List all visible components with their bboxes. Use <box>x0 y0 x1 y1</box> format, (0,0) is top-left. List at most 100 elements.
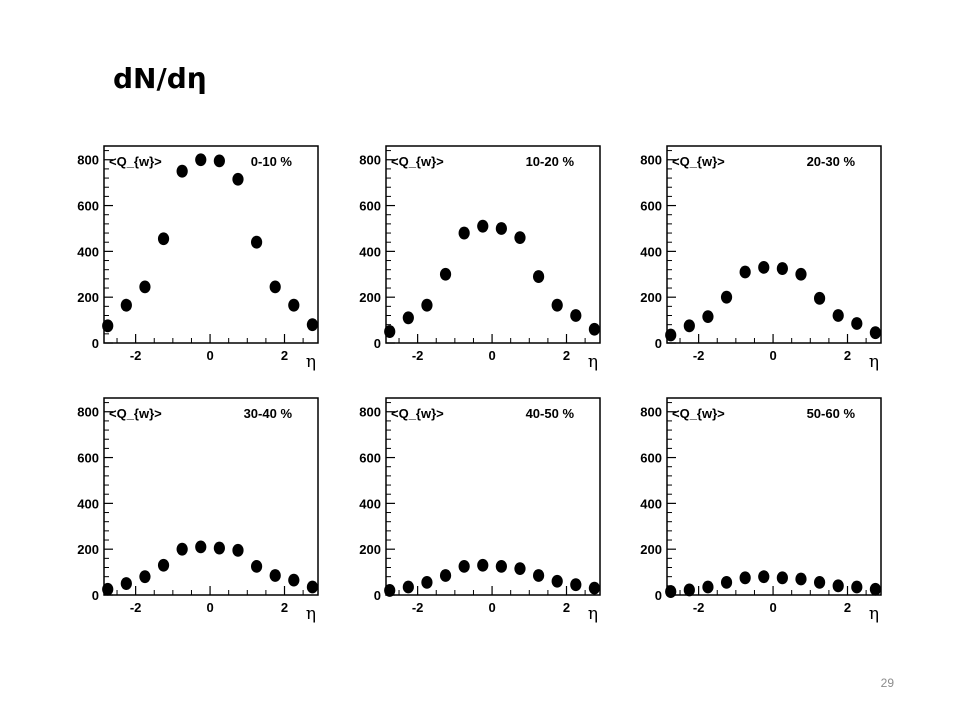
data-point <box>213 154 225 168</box>
panel-3: 0 200 400 600 800 -2 0 2 η <Q_{w}> 20-30 % <box>640 145 882 372</box>
y-tick-label: 200 <box>77 290 99 305</box>
data-point <box>439 267 452 281</box>
x-tick-label: 2 <box>563 348 570 363</box>
data-point <box>588 322 601 336</box>
data-point <box>157 558 170 572</box>
centrality-label: 30-40 % <box>244 406 293 421</box>
data-point <box>195 153 207 167</box>
data-point <box>477 558 489 572</box>
x-tick-label: 0 <box>488 600 495 615</box>
panel-frame <box>666 397 882 596</box>
y-tick-label: 600 <box>640 451 662 466</box>
y-tick-label: 400 <box>640 496 662 511</box>
panel-label: <Q_{w}> <box>391 406 444 421</box>
data-point <box>477 219 489 233</box>
data-point <box>683 319 695 333</box>
data-point <box>665 585 677 598</box>
panel-label: <Q_{w}> <box>391 154 444 169</box>
data-point <box>157 232 170 246</box>
data-point <box>306 318 319 332</box>
data-point <box>702 580 714 594</box>
y-tick-label: 200 <box>359 542 381 557</box>
data-point <box>232 543 244 557</box>
y-tick-label: 600 <box>359 451 381 466</box>
data-point <box>776 262 788 275</box>
data-point <box>758 570 770 584</box>
data-point <box>250 235 263 249</box>
panel-frame <box>103 397 319 596</box>
data-point <box>495 222 507 235</box>
data-point <box>832 579 844 593</box>
data-point <box>551 574 563 588</box>
data-point <box>758 261 770 274</box>
data-point <box>176 542 188 556</box>
y-tick-label: 0 <box>92 336 99 351</box>
data-point <box>102 319 114 333</box>
y-tick-label: 600 <box>77 451 99 466</box>
data-point <box>102 582 114 596</box>
data-point <box>421 576 433 589</box>
x-tick-label: 2 <box>844 600 851 615</box>
x-axis-label: η <box>306 352 316 372</box>
data-point <box>795 572 807 586</box>
data-point <box>306 580 319 594</box>
data-point <box>739 265 751 279</box>
panel-frame <box>385 145 601 344</box>
data-point <box>288 298 300 312</box>
data-point <box>288 573 300 587</box>
x-tick-label: 0 <box>769 600 776 615</box>
data-point <box>570 309 582 322</box>
panel-5: 0 200 400 600 800 -2 0 2 η <Q_{w}> 40-50 % <box>359 397 601 624</box>
data-point <box>813 576 826 589</box>
data-point <box>269 569 281 582</box>
x-axis-label: η <box>588 604 598 624</box>
data-point <box>120 298 132 312</box>
y-tick-label: 400 <box>640 244 662 259</box>
data-point <box>851 317 863 330</box>
data-point <box>232 172 244 186</box>
data-point <box>402 311 414 325</box>
x-tick-label: 0 <box>206 600 213 615</box>
panel-label: <Q_{w}> <box>109 154 162 169</box>
x-tick-label: 2 <box>281 348 288 363</box>
y-tick-label: 800 <box>359 405 381 420</box>
data-point <box>402 580 414 594</box>
x-axis-label: η <box>869 604 879 624</box>
x-tick-label: 0 <box>488 348 495 363</box>
data-point <box>832 309 844 322</box>
data-point <box>384 584 396 597</box>
x-tick-label: -2 <box>693 348 705 363</box>
y-tick-label: 200 <box>77 542 99 557</box>
data-point <box>384 325 396 338</box>
page-number: 29 <box>880 676 894 690</box>
panel-6: 0 200 400 600 800 -2 0 2 η <Q_{w}> 50-60 % <box>640 397 882 624</box>
x-tick-label: -2 <box>412 348 424 363</box>
centrality-label: 10-20 % <box>526 154 575 169</box>
y-tick-label: 800 <box>640 153 662 168</box>
data-point <box>514 562 526 576</box>
data-point <box>439 569 452 582</box>
data-point <box>720 576 733 589</box>
data-point <box>213 541 225 555</box>
y-tick-label: 200 <box>640 542 662 557</box>
y-tick-label: 200 <box>359 290 381 305</box>
data-point <box>495 559 507 573</box>
data-point <box>139 280 151 294</box>
data-point <box>795 267 807 281</box>
y-tick-label: 600 <box>77 199 99 214</box>
data-point <box>176 164 188 178</box>
panel-frame <box>666 145 882 344</box>
data-point <box>250 559 263 573</box>
data-point <box>665 328 677 342</box>
x-tick-label: 2 <box>281 600 288 615</box>
y-tick-label: 800 <box>77 405 99 420</box>
data-point <box>551 298 563 312</box>
centrality-label: 0-10 % <box>251 154 293 169</box>
centrality-label: 20-30 % <box>807 154 856 169</box>
x-tick-label: -2 <box>130 600 142 615</box>
data-point <box>532 569 545 582</box>
slide-title: dN/dη <box>113 62 207 95</box>
x-tick-label: 2 <box>563 600 570 615</box>
x-axis-label: η <box>869 352 879 372</box>
y-tick-label: 400 <box>359 244 381 259</box>
